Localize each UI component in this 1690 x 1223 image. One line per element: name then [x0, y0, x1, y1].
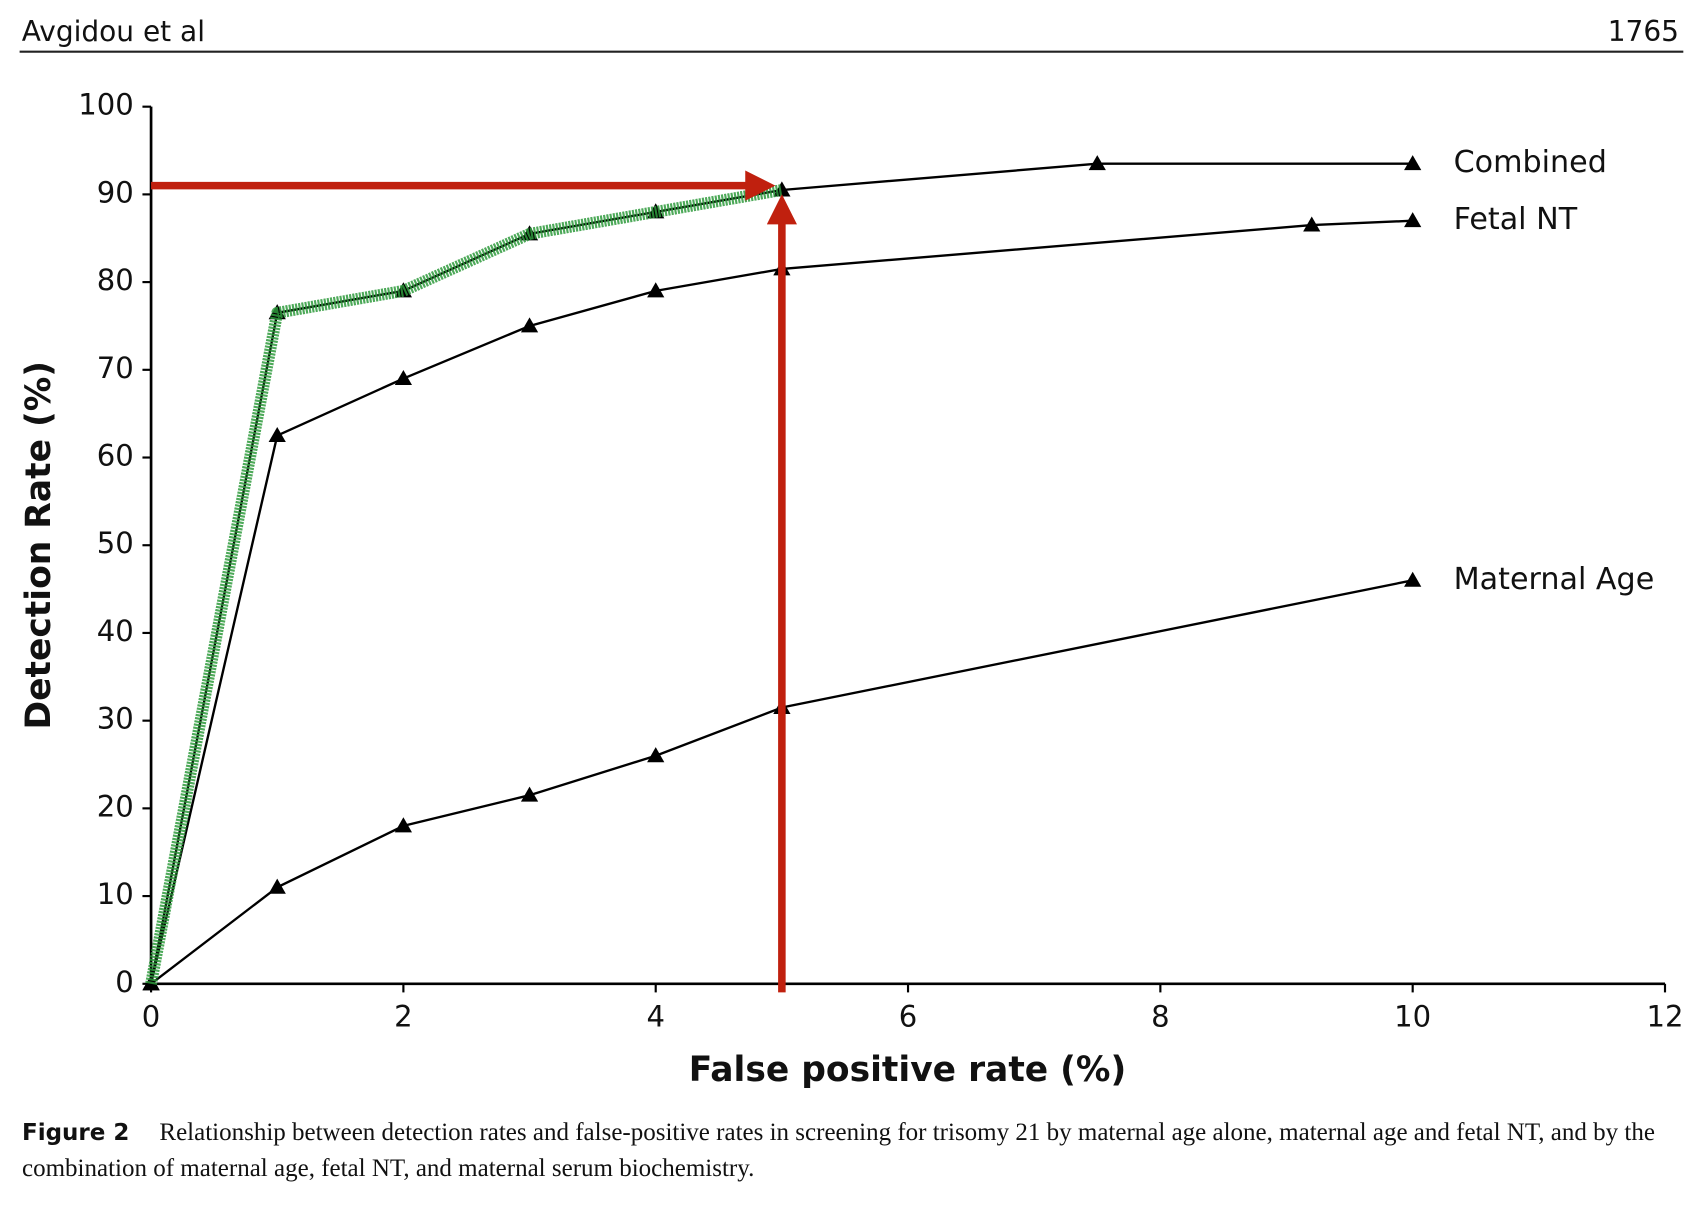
x-axis-title: False positive rate (%): [689, 1050, 1126, 1090]
data-point: [520, 786, 539, 802]
caption: Figure 2 Relationship between detection r…: [22, 1115, 1682, 1187]
y-tick-label: 20: [97, 789, 134, 823]
data-point: [394, 369, 413, 386]
x-tick-label: 4: [646, 999, 665, 1033]
x-tick-label: 0: [142, 999, 161, 1033]
y-tick-label: 60: [97, 439, 134, 473]
data-point: [268, 426, 286, 443]
y-axis-title: Detection Rate (%): [19, 361, 59, 729]
y-tick-label: 30: [97, 702, 134, 736]
series-label: Combined: [1454, 145, 1607, 180]
data-point: [1303, 216, 1321, 232]
series-label: Fetal NT: [1454, 202, 1578, 237]
running-head: Avgidou et al: [22, 15, 205, 48]
data-point: [268, 878, 286, 894]
y-tick-label: 10: [97, 877, 134, 911]
caption-text: Relationship between detection rates and…: [22, 1119, 1655, 1182]
data-point: [1404, 571, 1422, 587]
data-point: [1404, 212, 1422, 228]
data-point: [1088, 155, 1106, 171]
y-tick-label: 50: [97, 526, 134, 560]
data-point: [520, 317, 539, 333]
y-tick-label: 70: [97, 351, 134, 385]
y-tick-label: 80: [97, 263, 134, 297]
highlight-line: [145, 184, 783, 985]
data-point: [1404, 155, 1422, 171]
page-number: 1765: [1608, 15, 1679, 48]
y-tick-label: 0: [115, 965, 134, 999]
caption-label: Figure 2: [22, 1120, 130, 1146]
x-tick-label: 2: [394, 999, 413, 1033]
series-label: Maternal Age: [1454, 562, 1655, 597]
x-tick-label: 8: [1151, 999, 1170, 1033]
y-tick-label: 90: [97, 175, 134, 209]
x-tick-label: 6: [899, 999, 918, 1033]
data-point: [647, 282, 665, 298]
y-tick-label: 100: [78, 88, 134, 122]
data-point: [647, 747, 665, 763]
series-line: [149, 219, 1413, 985]
x-tick-label: 10: [1394, 999, 1431, 1033]
x-tick-label: 12: [1646, 999, 1683, 1033]
data-point: [394, 817, 413, 833]
y-tick-label: 40: [97, 614, 134, 648]
